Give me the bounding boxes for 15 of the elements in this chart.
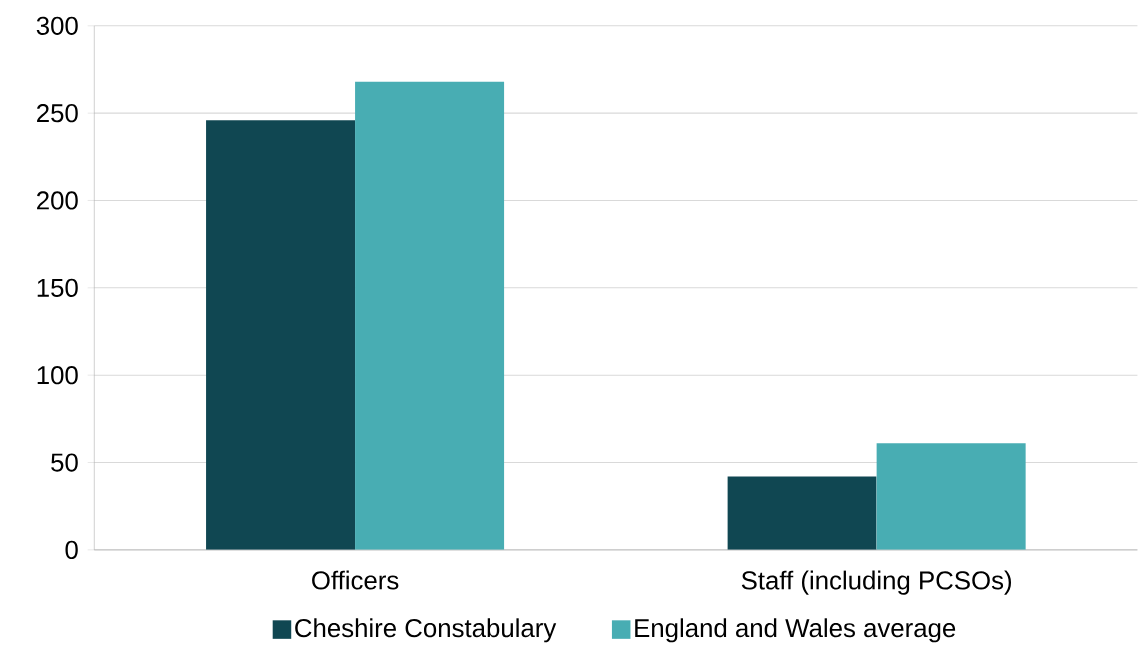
legend-label: Cheshire Constabulary [295,618,557,643]
x-tick-label: Officers [312,570,399,590]
y-tick-label: 250 [37,104,78,123]
bar [876,443,1026,550]
bar [727,476,877,550]
y-tick-label: 0 [65,540,78,559]
y-tick-label: 100 [37,366,78,385]
legend-label: England and Wales average [635,618,956,643]
y-tick-label: 200 [37,191,78,210]
bar [206,120,356,550]
y-tick-label: 150 [37,278,78,297]
y-tick-label: 50 [51,453,78,472]
x-tick-label: Staff (including PCSOs) [741,570,1011,595]
bar [355,81,505,550]
y-tick-label: 300 [36,16,78,35]
